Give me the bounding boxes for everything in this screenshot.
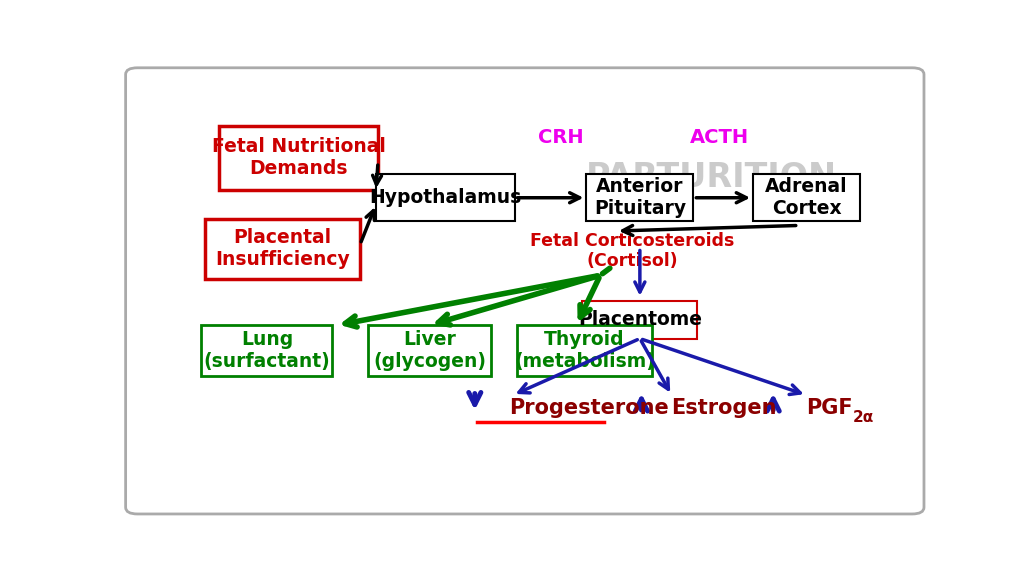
FancyBboxPatch shape <box>376 175 515 221</box>
FancyBboxPatch shape <box>202 325 333 376</box>
Text: Estrogen: Estrogen <box>672 399 777 418</box>
FancyBboxPatch shape <box>517 325 651 376</box>
Text: Fetal Corticosteroids
(Cortisol): Fetal Corticosteroids (Cortisol) <box>529 232 734 270</box>
Text: Adrenal
Cortex: Adrenal Cortex <box>765 177 848 218</box>
FancyBboxPatch shape <box>583 301 697 339</box>
FancyBboxPatch shape <box>219 126 378 190</box>
Text: Fetal Nutritional
Demands: Fetal Nutritional Demands <box>212 137 386 179</box>
Text: Thyroid
(metabolism): Thyroid (metabolism) <box>514 330 654 372</box>
FancyBboxPatch shape <box>587 175 693 221</box>
Text: Lung
(surfactant): Lung (surfactant) <box>204 330 331 372</box>
Text: Anterior
Pituitary: Anterior Pituitary <box>594 177 686 218</box>
Text: 2α: 2α <box>853 410 873 425</box>
FancyBboxPatch shape <box>368 325 492 376</box>
Text: CRH: CRH <box>538 128 584 147</box>
Text: ACTH: ACTH <box>690 128 749 147</box>
Text: Hypothalamus: Hypothalamus <box>370 188 521 207</box>
FancyBboxPatch shape <box>753 175 860 221</box>
FancyBboxPatch shape <box>126 68 924 514</box>
Text: PARTURITION: PARTURITION <box>586 161 837 194</box>
Text: Liver
(glycogen): Liver (glycogen) <box>373 330 486 372</box>
Text: Placental
Insufficiency: Placental Insufficiency <box>215 228 350 269</box>
FancyBboxPatch shape <box>206 219 360 279</box>
Text: PGF: PGF <box>807 399 853 418</box>
Text: Placentome: Placentome <box>578 310 701 329</box>
Text: Progesterone: Progesterone <box>509 399 669 418</box>
